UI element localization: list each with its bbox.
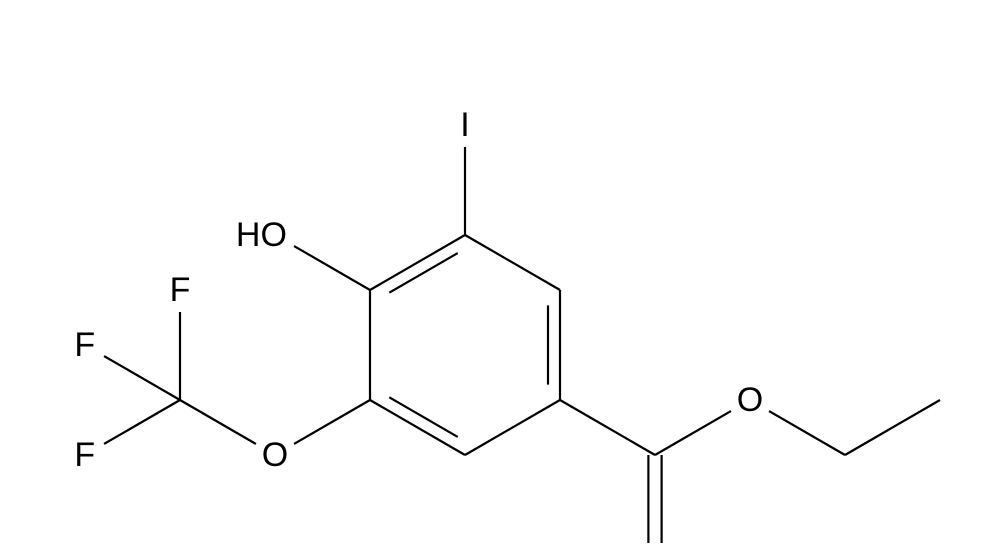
atom-f3: F	[74, 436, 95, 474]
atom-i: I	[460, 106, 469, 144]
atom-o_dbl: O	[642, 546, 668, 552]
atom-f2: F	[74, 326, 95, 364]
molecule-diagram: HO O F F F I O O	[0, 0, 1004, 552]
atom-o_ocf3: O	[262, 436, 288, 474]
atom-oh: HO	[236, 216, 287, 254]
atom-o_single: O	[737, 381, 763, 419]
atom-f1: F	[170, 271, 191, 309]
